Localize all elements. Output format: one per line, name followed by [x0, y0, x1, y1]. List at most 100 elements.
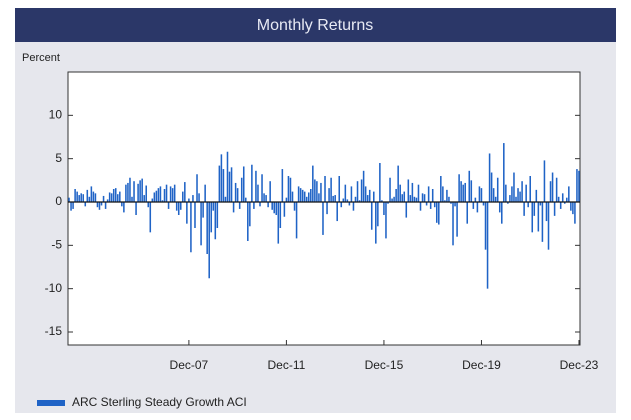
- bar: [257, 184, 259, 202]
- bar: [442, 186, 444, 202]
- bar: [273, 202, 275, 214]
- bar: [303, 191, 306, 202]
- bar: [238, 202, 241, 209]
- bar: [419, 202, 422, 211]
- bar: [409, 195, 412, 202]
- bar: [501, 202, 503, 224]
- y-tick-label: -15: [45, 324, 63, 338]
- bar: [104, 202, 107, 209]
- bar: [340, 202, 343, 208]
- bar: [163, 189, 166, 202]
- bar: [527, 202, 529, 208]
- bar: [263, 193, 265, 202]
- bar: [578, 170, 580, 202]
- plot-area: [67, 71, 581, 346]
- bar: [375, 202, 377, 244]
- bar: [563, 202, 566, 204]
- bar: [381, 200, 383, 202]
- bar: [110, 193, 113, 202]
- bar: [476, 202, 479, 213]
- bar: [403, 191, 406, 202]
- bar: [74, 189, 76, 202]
- bar: [283, 202, 286, 217]
- legend-swatch: [37, 400, 65, 406]
- bar: [208, 202, 210, 279]
- bar: [307, 192, 310, 202]
- bar: [466, 202, 469, 224]
- bar: [287, 176, 290, 202]
- bar: [281, 169, 284, 202]
- bar: [117, 194, 119, 202]
- y-tick-label: 0: [55, 194, 62, 208]
- bar: [68, 197, 70, 202]
- bar: [362, 170, 365, 202]
- bar: [198, 193, 200, 202]
- bar: [253, 202, 255, 209]
- bar: [519, 191, 521, 202]
- bar: [76, 191, 78, 202]
- x-tick-label: Dec-11: [268, 358, 306, 372]
- bar: [234, 182, 237, 202]
- bar: [555, 177, 558, 202]
- bar: [433, 202, 436, 208]
- bar: [88, 196, 91, 202]
- bar: [196, 174, 198, 202]
- bar: [525, 184, 527, 202]
- bar: [450, 202, 452, 204]
- bar: [186, 202, 188, 224]
- bar: [218, 165, 221, 202]
- legend-label: ARC Sterling Steady Growth ACI: [72, 395, 247, 409]
- bar: [200, 202, 202, 246]
- bar: [535, 189, 538, 202]
- bar: [490, 172, 493, 202]
- bar: [214, 202, 217, 240]
- bar: [545, 202, 548, 222]
- bar: [411, 182, 414, 202]
- bar: [377, 202, 379, 227]
- bar: [119, 191, 121, 202]
- x-tick-label: Dec-23: [560, 358, 599, 372]
- bar: [131, 196, 133, 202]
- bar: [464, 182, 466, 202]
- bar: [429, 202, 432, 209]
- bar: [216, 202, 219, 228]
- bar: [92, 191, 95, 202]
- bar: [173, 184, 176, 202]
- bar: [206, 202, 208, 254]
- bar: [444, 200, 446, 202]
- bar: [108, 192, 111, 202]
- bar: [135, 202, 137, 215]
- bar: [96, 202, 99, 208]
- bar: [494, 196, 497, 202]
- bar: [421, 193, 424, 202]
- bar: [332, 195, 334, 202]
- bar: [399, 184, 401, 202]
- bar: [383, 202, 385, 215]
- bar: [143, 195, 145, 202]
- bar: [271, 202, 273, 210]
- bar: [393, 196, 395, 202]
- bar: [541, 202, 544, 242]
- bar: [328, 188, 330, 202]
- bar: [572, 202, 574, 215]
- bar: [566, 197, 568, 202]
- bar: [486, 202, 489, 289]
- bar: [431, 189, 434, 202]
- bar: [368, 189, 371, 202]
- bar: [330, 177, 332, 202]
- bar: [139, 180, 141, 202]
- bar: [232, 202, 235, 213]
- bar: [147, 202, 150, 208]
- bar: [509, 195, 511, 202]
- bar: [472, 202, 475, 209]
- bar: [561, 193, 564, 202]
- bar: [127, 182, 129, 202]
- bar: [517, 188, 519, 202]
- bar: [547, 202, 550, 250]
- bar: [305, 196, 308, 202]
- bar: [106, 199, 109, 202]
- bar: [346, 199, 349, 202]
- bar: [159, 186, 162, 202]
- bar: [149, 202, 152, 233]
- bar: [438, 202, 440, 225]
